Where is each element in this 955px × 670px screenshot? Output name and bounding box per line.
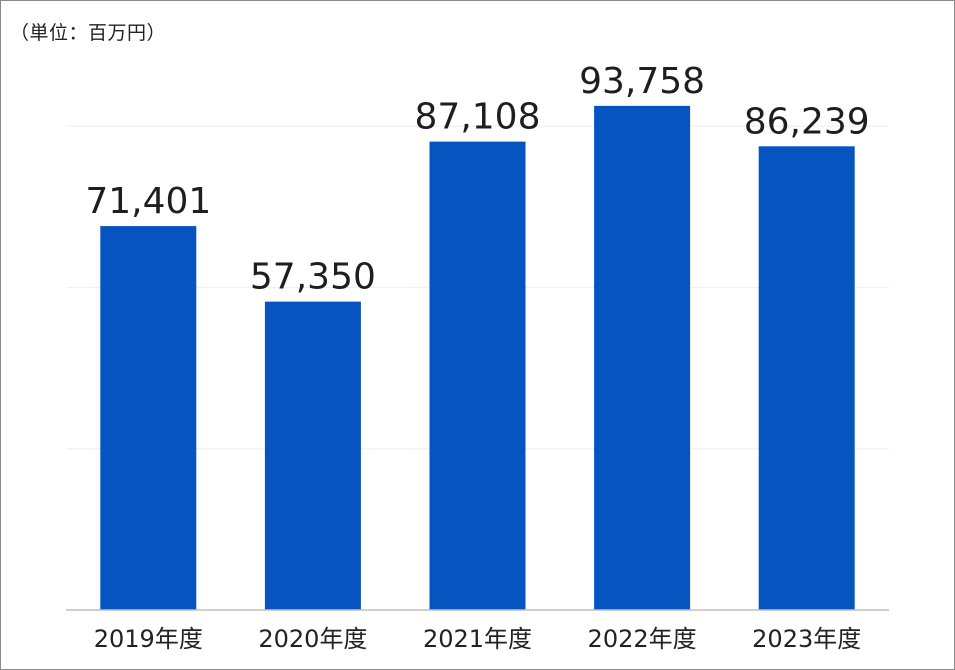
value-label-2022年度: 93,758 bbox=[579, 61, 705, 102]
x-axis-tick-labels: 2019年度 2020年度 2021年度 2022年度 2023年度 bbox=[94, 625, 861, 653]
unit-label: （単位：百万円） bbox=[10, 22, 167, 44]
bar-2021年度 bbox=[429, 141, 526, 610]
bar-2020年度 bbox=[264, 301, 361, 610]
value-labels: 71,401 57,350 87,108 93,758 86,239 bbox=[85, 61, 869, 298]
x-tick-label-2019年度: 2019年度 bbox=[94, 625, 203, 653]
bar-2019年度 bbox=[100, 226, 197, 610]
bar-2022年度 bbox=[594, 105, 691, 611]
x-tick-label-2023年度: 2023年度 bbox=[752, 625, 861, 653]
x-tick-label-2020年度: 2020年度 bbox=[258, 625, 367, 653]
x-tick-label-2021年度: 2021年度 bbox=[423, 625, 532, 653]
value-label-2019年度: 71,401 bbox=[85, 181, 211, 222]
bars bbox=[100, 105, 855, 611]
value-label-2020年度: 57,350 bbox=[250, 257, 376, 298]
bar-2023年度 bbox=[758, 146, 855, 610]
x-tick-label-2022年度: 2022年度 bbox=[588, 625, 697, 653]
value-label-2021年度: 87,108 bbox=[415, 97, 541, 138]
value-label-2023年度: 86,239 bbox=[744, 101, 870, 142]
